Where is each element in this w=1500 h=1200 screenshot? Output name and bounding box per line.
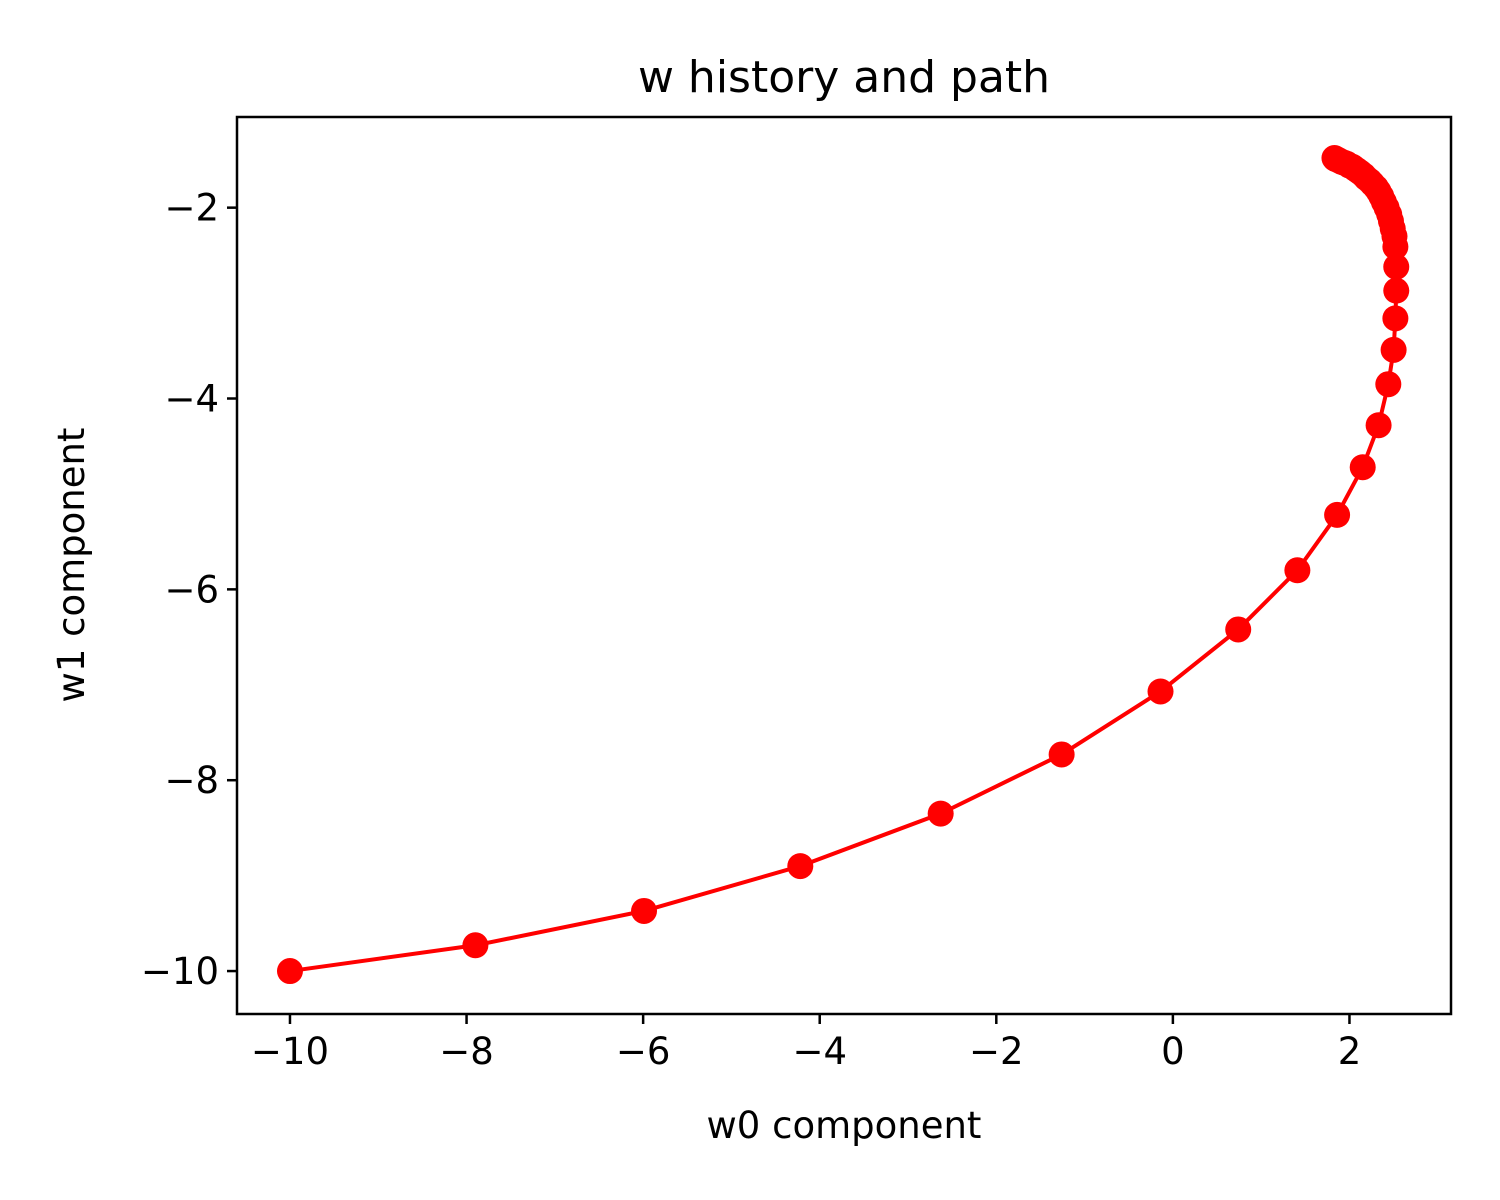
data-point xyxy=(631,897,658,924)
x-axis: −10 −8 −6 −4 −2 0 2 xyxy=(251,1014,1361,1073)
y-axis: −10 −8 −6 −4 −2 xyxy=(141,187,237,993)
y-tick-label: −8 xyxy=(164,759,219,802)
data-point xyxy=(1321,145,1348,172)
data-point xyxy=(1383,253,1410,280)
y-tick-label: −2 xyxy=(164,187,219,230)
data-point xyxy=(1284,557,1311,584)
data-point xyxy=(1365,412,1392,439)
data-point xyxy=(787,853,814,880)
x-tick-label: −8 xyxy=(439,1030,494,1073)
x-axis-label: w0 component xyxy=(707,1104,982,1147)
data-point xyxy=(1147,678,1174,705)
data-point xyxy=(1225,616,1252,643)
x-tick-label: −10 xyxy=(251,1030,329,1073)
data-point xyxy=(1324,501,1351,528)
x-tick-label: 0 xyxy=(1161,1030,1185,1073)
data-point xyxy=(462,932,489,959)
plot-area xyxy=(276,145,1410,985)
x-tick-label: 2 xyxy=(1338,1030,1362,1073)
chart-title: w history and path xyxy=(638,52,1050,103)
data-point xyxy=(1375,371,1402,398)
y-tick-label: −10 xyxy=(141,950,219,993)
y-tick-label: −4 xyxy=(164,378,219,421)
plot-frame xyxy=(235,115,1453,1016)
x-tick-label: −4 xyxy=(792,1030,847,1073)
data-point xyxy=(1048,741,1075,768)
y-axis-label: w1 component xyxy=(50,428,93,703)
data-point xyxy=(1383,277,1410,304)
data-point xyxy=(1380,336,1407,363)
data-point xyxy=(1382,305,1409,332)
data-point xyxy=(1349,454,1376,481)
x-tick-label: −2 xyxy=(969,1030,1024,1073)
data-point xyxy=(276,958,303,985)
y-tick-label: −6 xyxy=(164,568,219,611)
x-tick-label: −6 xyxy=(616,1030,671,1073)
data-point xyxy=(927,800,954,827)
